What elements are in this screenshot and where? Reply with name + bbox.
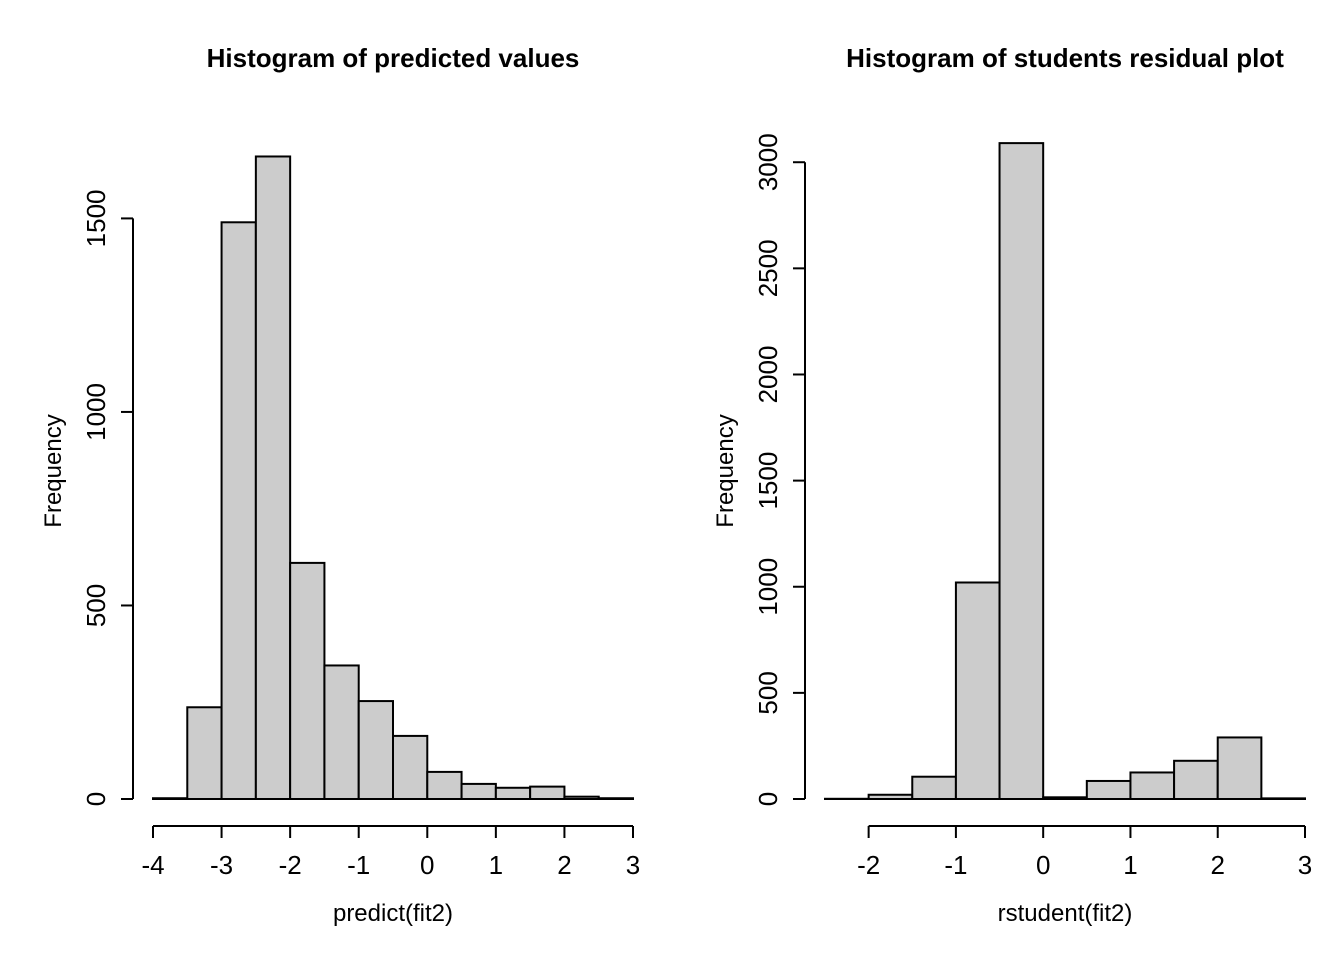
x-tick-label: -4 xyxy=(141,850,164,880)
x-tick-label: 0 xyxy=(1036,850,1050,880)
y-tick-label: 1000 xyxy=(81,383,111,441)
y-axis-label: Frequency xyxy=(712,414,739,527)
histogram-bar xyxy=(563,795,600,801)
y-tick-label: 1500 xyxy=(753,452,783,510)
histogram-bar xyxy=(494,786,532,800)
histogram-bar xyxy=(357,700,395,800)
histogram-bar xyxy=(254,155,292,800)
histogram-bar xyxy=(597,797,635,801)
y-tick-label: 500 xyxy=(81,584,111,627)
x-tick-label: -2 xyxy=(857,850,880,880)
x-tick-label: 1 xyxy=(1123,850,1137,880)
chart-title: Histogram of predicted values xyxy=(207,43,580,73)
histogram-bar xyxy=(954,581,1001,800)
histogram-bar xyxy=(426,770,463,801)
histogram-bar xyxy=(911,775,957,800)
y-tick-label: 0 xyxy=(753,792,783,806)
predicted-values-histogram-panel: Histogram of predicted values predict(fi… xyxy=(40,43,640,927)
x-axis-label: predict(fit2) xyxy=(333,900,453,927)
histogram-bar xyxy=(529,785,566,801)
histogram-bar xyxy=(1129,771,1176,800)
histogram-bar xyxy=(152,797,189,801)
histogram-bar xyxy=(220,221,257,800)
y-tick-label: 1000 xyxy=(753,558,783,616)
y-tick-label: 2500 xyxy=(753,239,783,297)
y-axis-label: Frequency xyxy=(40,414,67,527)
histogram-bar xyxy=(323,664,360,801)
y-tick-label: 3000 xyxy=(753,133,783,191)
histogram-bar xyxy=(1173,759,1219,800)
x-tick-label: 1 xyxy=(489,850,503,880)
histogram-bar xyxy=(998,142,1045,801)
x-tick-label: 2 xyxy=(557,850,571,880)
y-tick-label: 1500 xyxy=(81,189,111,247)
x-tick-label: 3 xyxy=(1298,850,1312,880)
histogram-bar xyxy=(1216,736,1263,801)
y-tick-label: 0 xyxy=(81,792,111,806)
y-tick-label: 2000 xyxy=(753,346,783,404)
x-tick-label: 2 xyxy=(1210,850,1224,880)
x-tick-label: -2 xyxy=(279,850,302,880)
x-tick-label: -1 xyxy=(347,850,370,880)
histogram-bar xyxy=(1042,796,1088,801)
x-tick-label: -1 xyxy=(944,850,967,880)
x-tick-label: -3 xyxy=(210,850,233,880)
histogram-bar xyxy=(289,561,326,800)
x-axis-label: rstudent(fit2) xyxy=(998,900,1133,927)
y-tick-label: 500 xyxy=(753,671,783,714)
histogram-bar xyxy=(1085,779,1132,801)
chart-title: Histogram of students residual plot xyxy=(846,43,1284,73)
studentized-residuals-histogram-panel: Histogram of students residual plot rstu… xyxy=(712,43,1312,927)
x-tick-label: 3 xyxy=(626,850,640,880)
histogram-bar xyxy=(392,734,429,801)
x-tick-label: 0 xyxy=(420,850,434,880)
histogram-bar xyxy=(460,782,497,801)
histogram-bar xyxy=(186,706,223,800)
histogram-bar xyxy=(1260,797,1307,800)
histogram-bar xyxy=(867,793,914,800)
